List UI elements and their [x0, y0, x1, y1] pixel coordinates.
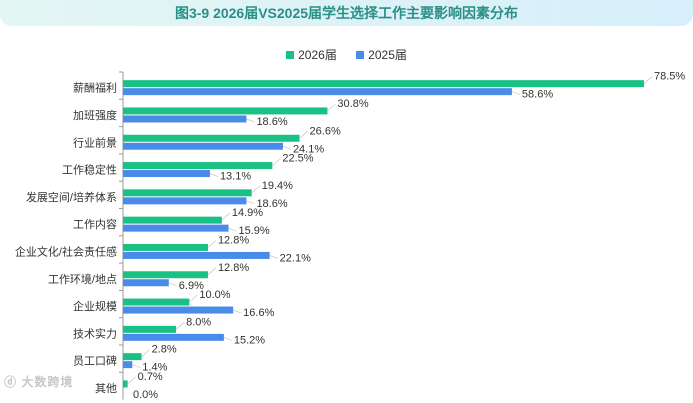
bar-2026 [123, 162, 273, 170]
bar-2026 [123, 325, 177, 333]
data-label: 15.9% [239, 225, 270, 237]
category-label: 企业规模 [73, 299, 117, 313]
leader-line [269, 255, 278, 259]
leader-line [251, 185, 260, 194]
legend-item-2025: 2025届 [356, 46, 407, 63]
bar-2026 [123, 353, 142, 361]
bar-2026 [123, 380, 128, 388]
bar-2025 [123, 224, 229, 232]
bar-2026 [123, 134, 300, 142]
leader-line [207, 240, 217, 248]
data-label: 18.6% [256, 116, 287, 128]
leader-line [233, 309, 242, 314]
bar-2025 [123, 88, 512, 96]
bar-2025 [123, 333, 224, 341]
category-label: 企业文化/社会责任感 [15, 244, 117, 258]
legend-swatch-2026 [286, 51, 295, 59]
bar-2025 [123, 197, 247, 205]
title-bar [0, 0, 693, 26]
data-label: 78.5% [654, 71, 685, 83]
data-label: 22.5% [282, 153, 313, 165]
data-label: 26.6% [310, 125, 341, 137]
category-label: 工作环境/地点 [48, 272, 117, 286]
category-label: 技术实力 [73, 326, 117, 340]
bar-2025 [123, 279, 169, 287]
bar-2025 [123, 306, 234, 314]
watermark-logo: ⓓ 大数跨境 [4, 375, 74, 389]
legend-item-2026: 2026届 [286, 46, 337, 63]
bar-2026 [123, 271, 208, 279]
leader-line [511, 91, 521, 95]
leader-line [223, 337, 232, 341]
legend-label-2026: 2026届 [298, 48, 337, 62]
category-label: 行业前景 [73, 135, 117, 149]
leader-line [168, 282, 177, 287]
data-label: 6.9% [179, 280, 204, 292]
data-label: 19.4% [262, 180, 293, 192]
leader-line [246, 200, 255, 205]
category-label: 员工口碑 [73, 355, 117, 368]
data-label: 8.0% [186, 316, 211, 328]
data-label: 30.8% [337, 98, 368, 110]
watermark-text: 大数跨境 [21, 375, 74, 389]
data-label: 12.8% [218, 262, 249, 274]
data-label: 16.6% [243, 307, 274, 319]
legend-swatch-2025 [356, 51, 365, 59]
bar-2026 [123, 189, 252, 197]
data-label: 18.6% [256, 198, 287, 210]
category-label: 工作内容 [73, 217, 117, 231]
leader-line [272, 158, 281, 166]
category-label: 加班强度 [73, 108, 117, 122]
chart-title: 图3-9 2026届VS2025届学生选择工作主要影响因素分布 [174, 5, 519, 21]
data-label: 15.2% [234, 334, 265, 346]
category-label: 薪酬福利 [73, 81, 117, 95]
category-label: 发展空间/培养体系 [26, 190, 117, 204]
data-label: 0.0% [133, 389, 158, 401]
bar-2026 [123, 298, 190, 306]
leader-line [327, 103, 336, 112]
leader-line [132, 364, 141, 368]
leader-line [209, 173, 219, 177]
bar-2025 [123, 170, 210, 178]
leader-line [175, 322, 185, 330]
leader-line [299, 131, 308, 139]
bar-2026 [123, 80, 644, 88]
data-label: 13.1% [220, 171, 251, 183]
data-label: 1.4% [142, 362, 167, 374]
bar-2026 [123, 216, 222, 224]
leader-line [141, 349, 150, 357]
bar-2025 [123, 251, 270, 259]
data-label: 0.7% [138, 371, 163, 383]
leader-line [189, 294, 198, 303]
leader-line [228, 227, 237, 232]
bar-2026 [123, 107, 328, 115]
legend-label-2025: 2025届 [368, 48, 407, 62]
bar-2025 [123, 361, 133, 369]
bar-2026 [123, 243, 208, 251]
leader-line [643, 76, 653, 84]
data-label: 24.1% [293, 143, 324, 155]
data-label: 58.6% [522, 89, 553, 101]
data-label: 10.0% [199, 289, 230, 301]
data-label: 14.9% [232, 207, 263, 219]
leader-line [127, 376, 136, 385]
bar-2025 [123, 142, 283, 150]
category-label: 其他 [95, 382, 117, 395]
leader-line [246, 118, 255, 123]
leader-line [221, 212, 231, 221]
data-label: 22.1% [280, 252, 311, 264]
data-label: 2.8% [152, 344, 177, 356]
leader-line [282, 145, 292, 150]
bar-2025 [123, 115, 247, 123]
category-label: 工作稳定性 [62, 163, 117, 177]
legend: 2026届 2025届 [0, 46, 693, 63]
leader-line [207, 267, 217, 275]
data-label: 12.8% [218, 234, 249, 246]
